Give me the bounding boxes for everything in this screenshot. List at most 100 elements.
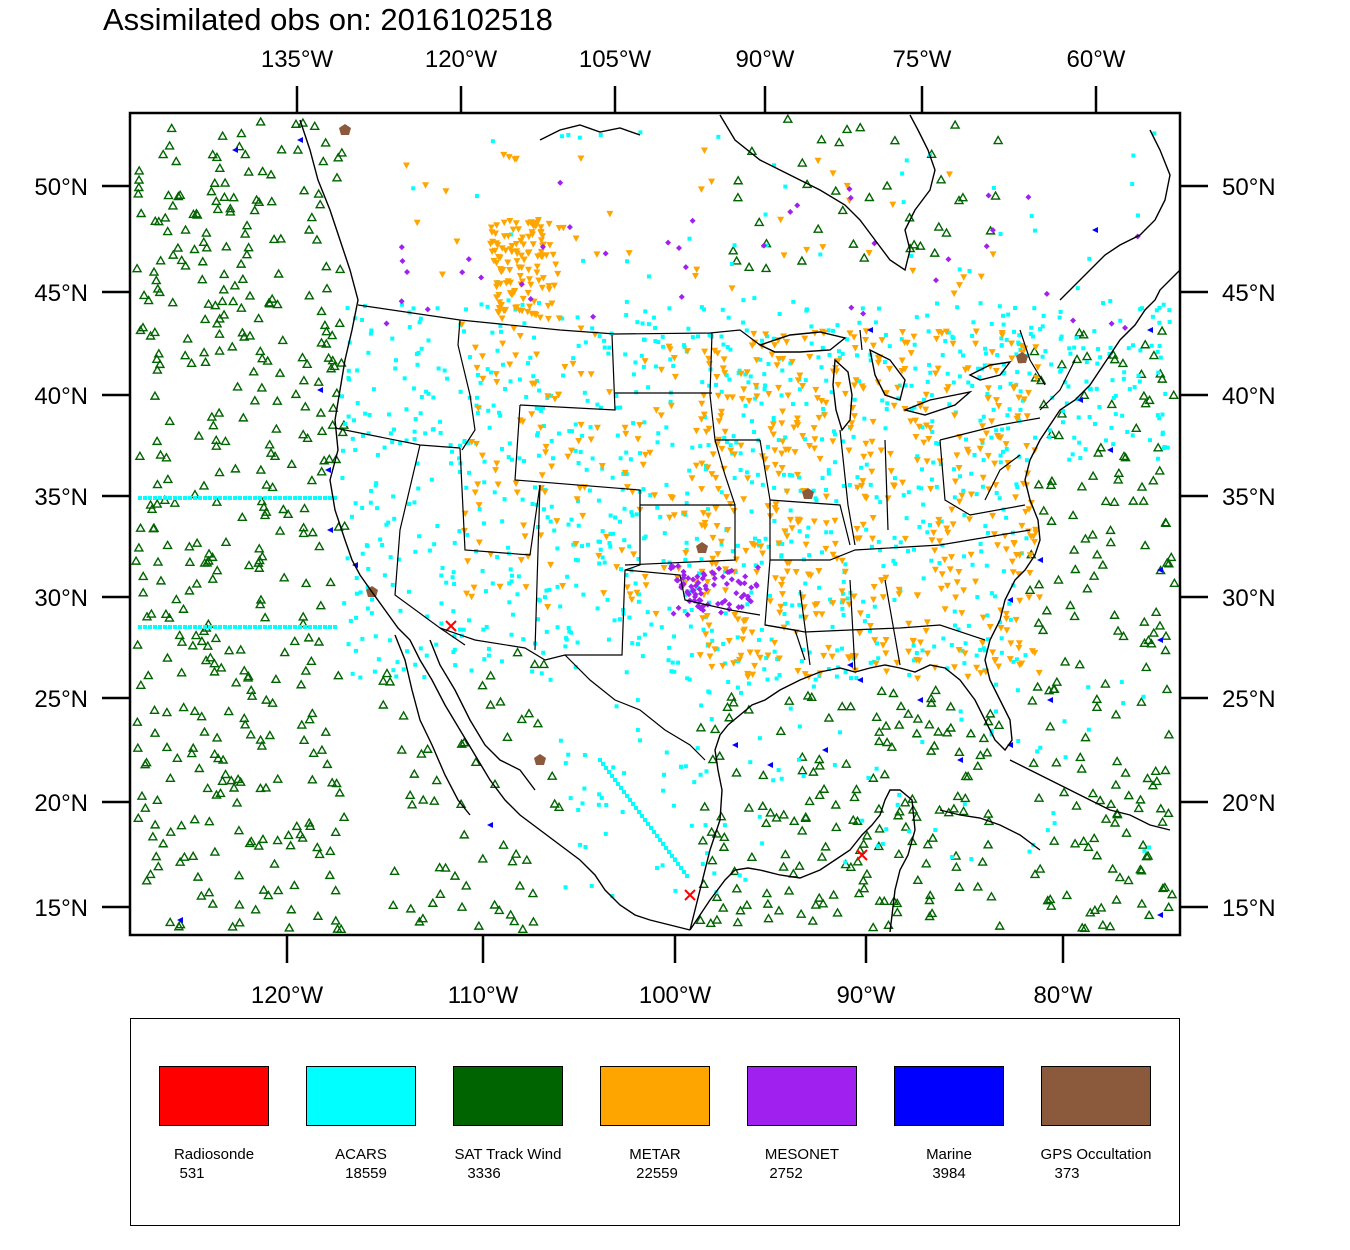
acars-marker	[762, 372, 767, 377]
marine-marker	[1092, 227, 1098, 233]
sat-wind-marker	[849, 792, 860, 802]
acars-marker	[698, 772, 703, 777]
sat-wind-marker	[167, 249, 179, 259]
sat-wind-marker	[131, 555, 142, 565]
acars-marker	[998, 453, 1003, 458]
acars-marker	[1041, 313, 1046, 318]
sat-wind-marker	[133, 188, 144, 198]
sat-wind-marker	[176, 255, 187, 265]
acars-marker	[1060, 420, 1065, 425]
acars-marker	[183, 496, 187, 500]
sat-wind-marker	[724, 712, 735, 722]
acars-marker	[384, 522, 389, 527]
metar-marker	[1032, 344, 1040, 351]
metar-marker	[493, 379, 501, 386]
metar-marker	[569, 360, 577, 368]
acars-marker	[921, 576, 926, 581]
sat-wind-marker	[140, 802, 151, 812]
sat-wind-marker	[1156, 325, 1168, 335]
sat-wind-marker	[230, 677, 242, 687]
sat-wind-marker	[992, 135, 1004, 145]
acars-marker	[880, 841, 885, 846]
acars-marker	[449, 461, 454, 466]
metar-marker	[722, 566, 730, 573]
acars-marker	[524, 394, 529, 399]
sat-wind-marker	[218, 269, 230, 279]
metar-marker	[775, 384, 783, 392]
mesonet-marker	[945, 256, 952, 263]
acars-marker	[683, 592, 688, 597]
metar-marker	[1006, 656, 1014, 663]
acars-marker	[1029, 214, 1034, 219]
sat-wind-marker	[435, 888, 446, 898]
metar-marker	[753, 357, 761, 364]
acars-marker	[1167, 308, 1172, 313]
acars-marker	[683, 764, 688, 769]
metar-marker	[508, 243, 516, 250]
sat-wind-marker	[241, 220, 253, 230]
acars-marker	[1132, 385, 1137, 390]
sat-wind-marker	[171, 594, 182, 604]
sat-wind-marker	[256, 740, 268, 750]
metar-marker	[669, 495, 677, 502]
sat-wind-marker	[218, 284, 229, 294]
marine-marker	[857, 677, 863, 683]
sat-wind-marker	[274, 367, 286, 377]
acars-marker	[643, 309, 648, 314]
metar-marker	[946, 566, 954, 573]
bottom-axis-ticks	[285, 936, 1065, 963]
sat-wind-marker	[180, 224, 191, 234]
acars-marker	[969, 471, 974, 476]
metar-marker	[922, 627, 930, 635]
sat-wind-marker	[212, 204, 224, 214]
sat-wind-marker	[307, 527, 318, 537]
acars-marker	[353, 501, 358, 506]
acars-marker	[198, 625, 202, 629]
acars-marker	[994, 490, 999, 495]
acars-marker	[1087, 414, 1092, 419]
acars-marker	[1149, 343, 1154, 348]
metar-marker	[1008, 355, 1016, 363]
acars-marker	[595, 606, 600, 611]
acars-marker	[661, 559, 666, 564]
sat-wind-marker	[197, 274, 208, 284]
metar-marker	[731, 612, 739, 619]
acars-marker	[413, 417, 418, 422]
sat-wind-marker	[184, 556, 196, 566]
metar-marker	[711, 646, 719, 653]
acars-marker	[373, 483, 378, 488]
sat-wind-marker	[261, 694, 272, 704]
acars-marker	[642, 632, 647, 637]
sat-wind-marker	[800, 812, 811, 822]
sat-wind-marker	[1143, 909, 1155, 920]
acars-marker	[520, 497, 525, 502]
sat-wind-marker	[1080, 533, 1091, 543]
metar-marker	[728, 285, 736, 292]
acars-marker	[655, 834, 659, 838]
legend-swatch	[747, 1066, 857, 1126]
acars-marker	[884, 407, 889, 412]
sat-wind-marker	[219, 191, 230, 201]
acars-marker	[415, 461, 420, 466]
acars-marker	[1130, 343, 1135, 348]
acars-marker	[238, 625, 242, 629]
acars-marker	[857, 320, 862, 325]
sat-wind-marker	[697, 835, 709, 845]
metar-marker	[559, 583, 567, 590]
sat-wind-marker	[948, 803, 960, 813]
metar-marker	[945, 171, 953, 178]
acars-marker	[537, 598, 542, 603]
metar-marker	[866, 622, 874, 630]
metar-marker	[737, 442, 745, 450]
acars-marker	[461, 329, 466, 334]
acars-marker	[689, 653, 694, 658]
acars-marker	[458, 627, 463, 632]
metar-marker	[593, 424, 601, 432]
sat-wind-marker	[263, 890, 274, 900]
acars-marker	[658, 838, 662, 842]
acars-marker	[1001, 322, 1006, 327]
acars-marker	[404, 407, 409, 412]
metar-marker	[923, 458, 931, 465]
sat-wind-marker	[283, 829, 294, 840]
sat-wind-marker	[874, 726, 885, 736]
